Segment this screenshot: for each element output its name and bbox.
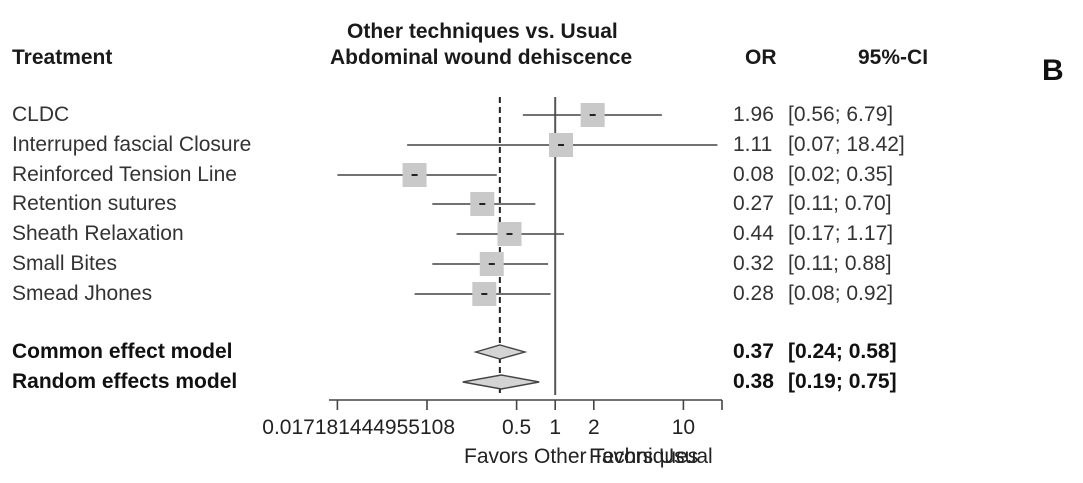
column-header-ci: 95%-CI (858, 46, 929, 69)
study-label: Retention sutures (12, 192, 177, 215)
study-label: Interruped fascial Closure (12, 133, 252, 156)
column-header-treatment: Treatment (12, 46, 113, 69)
xlabel-right: Favors Usual (589, 445, 713, 468)
panel-label: B (1042, 54, 1064, 87)
ci-value: [0.56; 6.79] (788, 103, 894, 126)
summary-diamond (462, 374, 540, 390)
summary-or-value: 0.38 (733, 370, 774, 393)
chart-subtitle: Abdominal wound dehiscence (330, 46, 633, 69)
or-value: 0.28 (733, 282, 774, 305)
or-value: 1.11 (733, 133, 773, 156)
summary-or-value: 0.37 (733, 340, 774, 363)
summary-label: Common effect model (12, 340, 233, 363)
summary-ci-value: [0.24; 0.58] (788, 340, 897, 363)
or-value: 1.96 (733, 103, 774, 126)
tick-label: 10 (672, 416, 695, 439)
or-value: 0.32 (733, 252, 774, 275)
xlabel-left: Favors Other Techniques (464, 445, 699, 468)
ci-value: [0.07; 18.42] (788, 133, 905, 156)
or-value: 0.08 (733, 163, 774, 186)
study-label: Sheath Relaxation (12, 222, 184, 245)
summary-diamond (473, 344, 528, 360)
tick-label: 0.017181444955108 (262, 416, 455, 439)
or-value: 0.44 (733, 222, 774, 245)
ci-value: [0.11; 0.88] (788, 252, 892, 275)
or-value: 0.27 (733, 192, 774, 215)
tick-label: 0.5 (502, 416, 531, 439)
ci-value: [0.02; 0.35] (788, 163, 894, 186)
summary-label: Random effects model (12, 370, 238, 393)
tick-label: 2 (588, 416, 600, 439)
ci-value: [0.08; 0.92] (788, 282, 894, 305)
summary-ci-value: [0.19; 0.75] (788, 370, 897, 393)
study-label: CLDC (12, 103, 70, 126)
tick-label: 1 (549, 416, 561, 439)
column-header-or: OR (745, 46, 777, 69)
ci-value: [0.17; 1.17] (788, 222, 894, 245)
study-label: Smead Jhones (12, 282, 153, 305)
study-label: Small Bites (12, 252, 118, 275)
ci-value: [0.11; 0.70] (788, 192, 892, 215)
study-label: Reinforced Tension Line (12, 163, 237, 186)
chart-title: Other techniques vs. Usual (347, 20, 618, 43)
